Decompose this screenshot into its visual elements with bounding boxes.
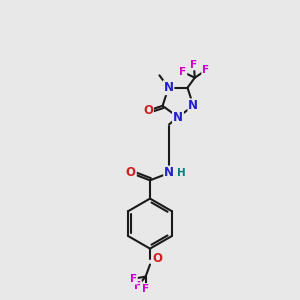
Text: O: O (126, 167, 136, 179)
Text: N: N (164, 81, 173, 94)
Text: O: O (143, 104, 153, 117)
Text: N: N (164, 167, 174, 179)
Text: F: F (134, 281, 141, 291)
Text: N: N (188, 99, 198, 112)
Text: F: F (179, 67, 186, 77)
Text: F: F (202, 65, 209, 75)
Text: F: F (190, 59, 197, 70)
Text: N: N (173, 110, 183, 124)
Text: O: O (152, 252, 162, 266)
Text: F: F (142, 284, 149, 294)
Text: H: H (177, 168, 186, 178)
Text: F: F (130, 274, 137, 284)
